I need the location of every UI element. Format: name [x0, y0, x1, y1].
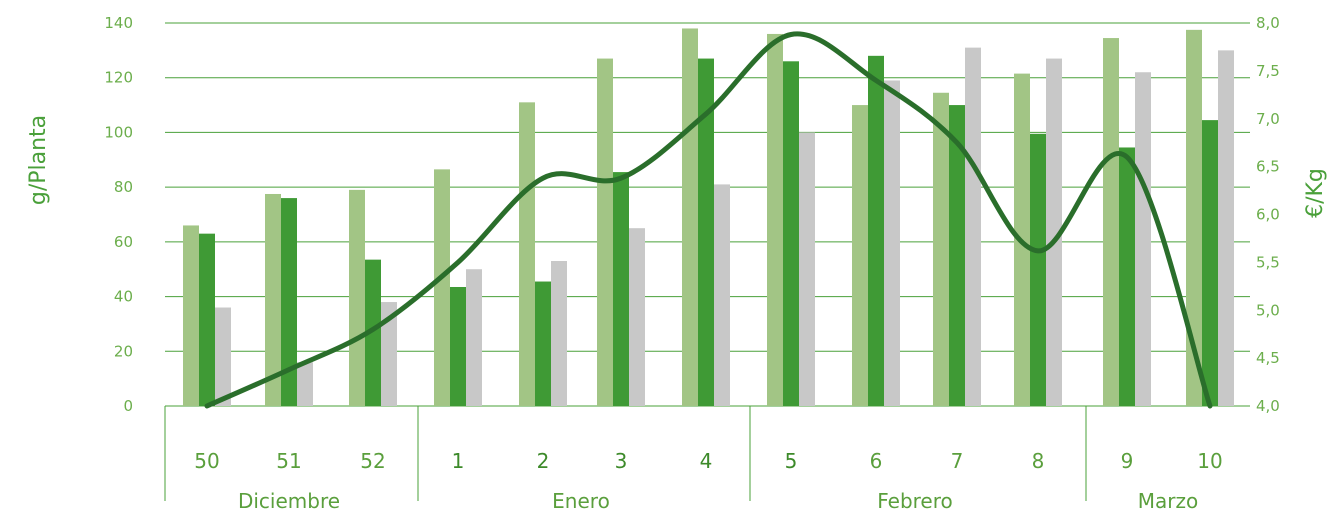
- left-tick-label: 140: [104, 14, 133, 32]
- bar: [698, 58, 714, 407]
- right-axis-title: €/Kg: [1303, 168, 1328, 218]
- bar: [1202, 120, 1218, 406]
- category-label: 6: [870, 449, 883, 473]
- price-line: [204, 31, 1213, 409]
- category-label: 8: [1032, 449, 1045, 473]
- bar: [215, 307, 231, 406]
- right-tick-label: 5,0: [1256, 301, 1280, 319]
- x-axis: 50 51 52 1 2 3 4 5 6 7 8 9 10 Diciembre Enero Febrero Ma…: [164, 406, 1223, 513]
- right-tick-label: 7,0: [1256, 110, 1280, 128]
- bar: [884, 80, 900, 406]
- right-tick-label: 4,5: [1256, 349, 1280, 367]
- price-line-path: [204, 31, 1213, 409]
- category-label: 1: [452, 449, 465, 473]
- category-label: 51: [276, 449, 301, 473]
- bar: [551, 261, 567, 406]
- category-label: 52: [360, 449, 385, 473]
- left-tick-label: 0: [123, 397, 133, 415]
- bar: [183, 225, 199, 406]
- left-tick-label: 100: [104, 123, 133, 141]
- bar: [799, 132, 815, 406]
- bar: [613, 172, 629, 406]
- bar: [933, 92, 949, 406]
- bar: [297, 362, 313, 406]
- right-tick-label: 5,5: [1256, 253, 1280, 271]
- bar: [535, 281, 551, 406]
- left-axis-title: g/Planta: [26, 115, 51, 205]
- bar: [434, 169, 450, 406]
- bar: [714, 184, 730, 406]
- bar: [868, 55, 884, 406]
- category-label: 2: [537, 449, 550, 473]
- right-tick-label: 6,5: [1256, 158, 1280, 176]
- bar: [597, 58, 613, 407]
- bar: [281, 198, 297, 406]
- right-tick-label: 4,0: [1256, 397, 1280, 415]
- month-label: Febrero: [877, 489, 953, 513]
- bar: [852, 105, 868, 407]
- bar: [450, 286, 466, 406]
- bar: [1135, 72, 1151, 406]
- right-tick-label: 6,0: [1256, 206, 1280, 224]
- left-tick-label: 40: [114, 288, 133, 306]
- bar: [349, 189, 365, 406]
- left-tick-label: 80: [114, 178, 133, 196]
- bar: [629, 228, 645, 406]
- bar: [519, 102, 535, 406]
- right-tick-label: 8,0: [1256, 14, 1280, 32]
- bar: [783, 61, 799, 407]
- right-y-axis: 4,0 4,5 5,0 5,5 6,0 6,5 7,0 7,5 8,0: [1256, 14, 1280, 415]
- left-tick-label: 60: [114, 233, 133, 251]
- month-label: Marzo: [1138, 489, 1198, 513]
- bar: [1030, 133, 1046, 406]
- category-label: 5: [785, 449, 798, 473]
- bar: [949, 105, 965, 407]
- bar: [682, 28, 698, 406]
- category-label: 9: [1121, 449, 1134, 473]
- left-y-axis: 0 20 40 60 80 100 120 140: [104, 14, 133, 415]
- category-label: 10: [1197, 449, 1222, 473]
- category-label: 50: [194, 449, 219, 473]
- bar: [1046, 58, 1062, 407]
- category-label: 7: [951, 449, 964, 473]
- bar: [965, 47, 981, 406]
- bar: [466, 269, 482, 406]
- month-label: Enero: [552, 489, 610, 513]
- category-label: 4: [700, 449, 713, 473]
- month-label: Diciembre: [238, 489, 340, 513]
- bar: [1218, 50, 1234, 406]
- bar: [381, 302, 397, 406]
- left-tick-label: 20: [114, 342, 133, 360]
- bar: [199, 233, 215, 406]
- bar: [767, 33, 783, 406]
- bar: [1186, 29, 1202, 406]
- bar: [265, 193, 281, 406]
- category-label: 3: [615, 449, 628, 473]
- left-tick-label: 120: [104, 69, 133, 87]
- bar: [1103, 38, 1119, 407]
- bar: [365, 259, 381, 406]
- bar: [1119, 147, 1135, 406]
- right-tick-label: 7,5: [1256, 62, 1280, 80]
